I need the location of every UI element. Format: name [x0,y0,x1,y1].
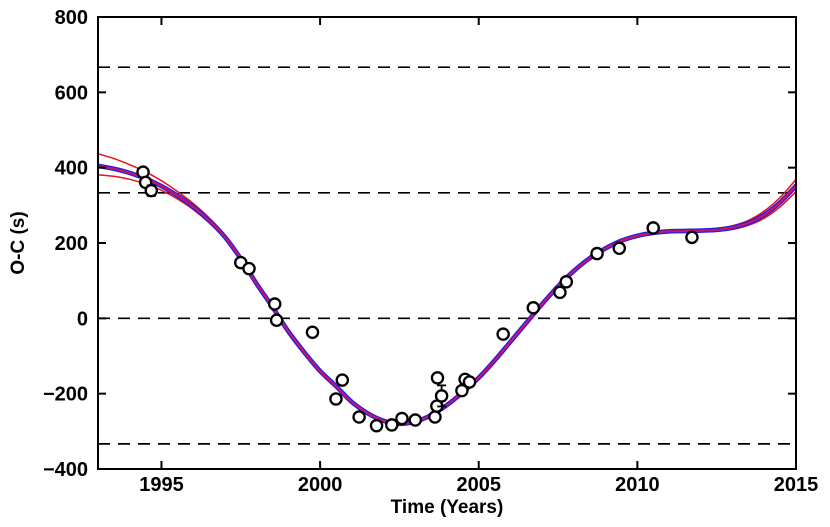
data-point [385,418,399,432]
x-tick-label: 2000 [298,474,343,496]
best-fit-curve [98,163,796,427]
data-point-marker [434,389,449,403]
x-tick-label: 2010 [615,474,660,496]
data-point-marker [685,230,699,245]
data-point-marker [428,410,442,424]
data-point [430,371,445,385]
y-tick-label: −400 [43,459,88,481]
data-point [496,327,510,341]
data-point-marker [462,375,477,389]
x-axis-label: Time (Years) [391,497,504,518]
y-tick-label: 0 [77,308,88,330]
y-tick-label: 200 [55,233,88,255]
data-point [559,275,574,289]
data-point-marker [385,418,399,432]
data-point-marker [369,418,384,433]
data-point-marker [559,275,574,289]
data-point [434,384,449,408]
data-points [136,165,699,433]
x-tick-label: 1995 [139,474,184,496]
data-point-marker [144,183,159,198]
y-tick-label: 800 [55,7,88,29]
data-point [685,230,699,245]
data-point [305,325,320,340]
data-point-marker [335,373,350,387]
data-point-marker [430,371,445,385]
dashed-guide-lines [98,66,796,445]
data-point [267,297,282,311]
y-tick-label: −200 [43,384,88,406]
data-point-marker [242,261,256,276]
data-point-marker [496,327,510,341]
data-point-marker [305,325,320,340]
data-point [408,413,423,427]
data-point [428,410,442,424]
data-point-marker [269,313,284,327]
model-curves [98,152,796,427]
y-tick-label: 400 [55,158,88,180]
data-point [335,373,350,387]
data-point-marker [553,285,567,300]
data-point [553,285,567,300]
data-point [144,183,159,198]
data-point [590,246,604,261]
data-point-marker [408,413,423,427]
y-tick-labels: 800 600 400 200 0 −200 −400 [43,7,88,481]
y-axis-label: O-C (s) [8,211,29,274]
data-point [269,313,284,327]
data-point [352,410,366,424]
axis-ticks [98,16,797,470]
data-point-marker [329,392,343,406]
confidence-band-upper [98,152,796,424]
y-tick-label: 600 [55,82,88,104]
data-point-marker [395,411,409,426]
data-point-marker [590,246,604,261]
x-tick-label: 2015 [774,474,819,496]
x-tick-labels: 1995 2000 2005 2010 2015 [139,474,818,496]
data-point [646,221,660,235]
data-point-marker [646,221,660,235]
data-point [526,301,541,315]
data-point [612,241,627,256]
data-point-marker [352,410,366,424]
data-point [395,411,409,426]
data-point [242,261,256,276]
best-fit-curve-overlay [98,164,796,425]
data-point [329,392,343,406]
data-point-marker [267,297,282,311]
data-point [136,165,150,179]
data-point-marker [526,301,541,315]
data-point [369,418,384,433]
x-tick-label: 2005 [456,474,501,496]
data-point-marker [612,241,627,256]
data-point [462,375,477,389]
